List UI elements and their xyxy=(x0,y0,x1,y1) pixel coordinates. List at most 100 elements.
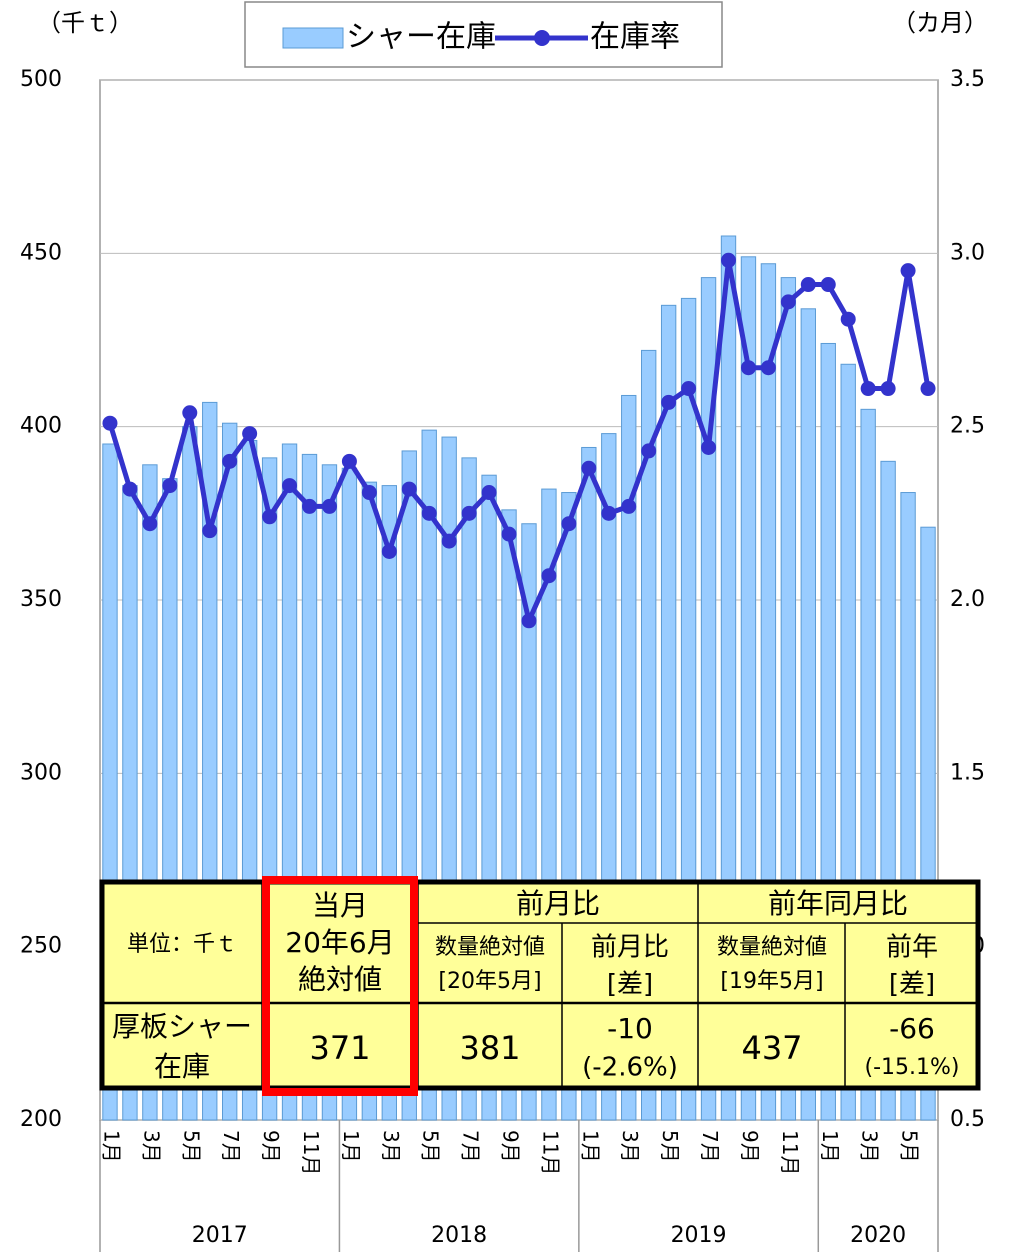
table-header: 数量絶対値 xyxy=(435,935,545,960)
line-marker xyxy=(621,498,637,514)
y2-tick-label: 1.5 xyxy=(950,760,985,785)
x-tick-label: 3月 xyxy=(618,1130,642,1163)
line-marker xyxy=(122,481,138,497)
table-header: [20年5月] xyxy=(438,969,541,994)
line-marker xyxy=(561,516,577,532)
line-marker xyxy=(601,505,617,521)
y-tick-label: 500 xyxy=(20,67,62,92)
line-marker xyxy=(581,460,597,476)
table-header: 前年同月比 xyxy=(768,887,908,920)
y2-tick-label: 2.0 xyxy=(950,587,985,612)
x-tick-label: 11月 xyxy=(778,1130,802,1175)
line-marker xyxy=(740,360,756,376)
year-label: 2017 xyxy=(192,1223,248,1248)
table-header: 数量絶対値 xyxy=(717,935,827,960)
table-value: (-15.1%) xyxy=(865,1055,960,1080)
x-tick-label: 9月 xyxy=(259,1130,283,1163)
legend-label: シャー在庫 xyxy=(346,20,496,55)
line-marker xyxy=(860,381,876,397)
line-marker xyxy=(661,394,677,410)
table-value: -10 xyxy=(607,1012,653,1045)
y-tick-label: 400 xyxy=(20,414,62,439)
x-tick-label: 9月 xyxy=(738,1130,762,1163)
line-marker xyxy=(441,533,457,549)
x-tick-label: 3月 xyxy=(858,1130,882,1163)
line-marker xyxy=(681,381,697,397)
legend-label: 在庫率 xyxy=(590,20,680,55)
table-header: [差] xyxy=(889,970,935,1000)
x-tick-label: 3月 xyxy=(139,1130,163,1163)
legend: シャー在庫 在庫率 xyxy=(244,1,723,68)
line-marker xyxy=(302,498,317,514)
line-marker xyxy=(361,485,377,501)
line-marker xyxy=(760,360,776,376)
y2-axis-label: （カ月） xyxy=(892,9,988,37)
y-tick-label: 200 xyxy=(20,1107,62,1132)
line-marker xyxy=(800,277,816,293)
x-tick-label: 11月 xyxy=(538,1130,562,1175)
line-marker xyxy=(900,263,916,279)
x-tick-label: 7月 xyxy=(219,1130,243,1163)
line-marker xyxy=(840,311,856,327)
summary-table: 単位：千ｔ 当月 20年6月 絶対値 前月比 前年同月比 数量絶対値 [20年5… xyxy=(99,876,981,1096)
line-marker xyxy=(541,568,557,584)
table-header: 20年6月 xyxy=(285,926,394,959)
year-label: 2019 xyxy=(671,1223,727,1248)
x-tick-label: 7月 xyxy=(459,1130,483,1163)
y2-tick-label: 3.5 xyxy=(950,67,985,92)
line-marker xyxy=(701,439,717,455)
line-marker xyxy=(142,516,158,532)
x-tick-label: 1月 xyxy=(578,1130,602,1163)
legend-swatch xyxy=(282,27,344,49)
y-tick-label: 250 xyxy=(20,934,62,959)
year-label: 2020 xyxy=(850,1223,906,1248)
y2-tick-label: 0.5 xyxy=(950,1107,985,1132)
row-label: 在庫 xyxy=(154,1050,210,1083)
line-marker xyxy=(461,505,477,521)
table-header: [差] xyxy=(607,970,653,1000)
table-header: 前年 xyxy=(886,933,938,963)
line-marker xyxy=(202,523,218,539)
y2-tick-label: 3.0 xyxy=(950,240,985,265)
table-unit: 単位：千ｔ xyxy=(127,932,237,957)
line-marker xyxy=(501,526,517,542)
x-tick-label: 3月 xyxy=(379,1130,403,1163)
line-marker xyxy=(262,509,278,525)
table-header: [19年5月] xyxy=(720,969,823,994)
y-axis-label: （千ｔ） xyxy=(37,9,133,37)
x-tick-label: 9月 xyxy=(499,1130,523,1163)
x-tick-label: 5月 xyxy=(898,1130,922,1163)
line-marker xyxy=(641,443,657,459)
y-tick-label: 450 xyxy=(20,240,62,265)
x-tick-label: 1月 xyxy=(818,1130,842,1163)
line-marker xyxy=(162,478,178,494)
line-marker xyxy=(381,543,397,559)
x-tick-label: 5月 xyxy=(419,1130,443,1163)
line-marker xyxy=(780,294,796,310)
highlight-box xyxy=(262,876,418,1096)
y2-tick-label: 2.5 xyxy=(950,414,985,439)
line-marker xyxy=(401,481,417,497)
y-tick-label: 350 xyxy=(20,587,62,612)
line-marker xyxy=(820,277,836,293)
x-tick-label: 5月 xyxy=(658,1130,682,1163)
line-marker xyxy=(481,485,497,501)
line-marker xyxy=(282,478,298,494)
line-marker xyxy=(242,426,258,442)
table-value: 381 xyxy=(459,1029,520,1067)
table-header: 当月 xyxy=(312,889,368,922)
x-tick-label: 5月 xyxy=(179,1130,203,1163)
line-marker xyxy=(721,252,736,268)
table-value: 371 xyxy=(309,1029,370,1067)
legend-swatch xyxy=(534,30,550,46)
table-header: 絶対値 xyxy=(298,963,382,996)
line-marker xyxy=(880,381,896,397)
x-tick-label: 1月 xyxy=(99,1130,123,1163)
table-header: 前月比 xyxy=(591,933,669,963)
line-marker xyxy=(182,405,198,421)
line-marker xyxy=(521,613,537,629)
line-marker xyxy=(421,505,437,521)
x-tick-label: 7月 xyxy=(698,1130,722,1163)
line-marker xyxy=(321,498,337,514)
